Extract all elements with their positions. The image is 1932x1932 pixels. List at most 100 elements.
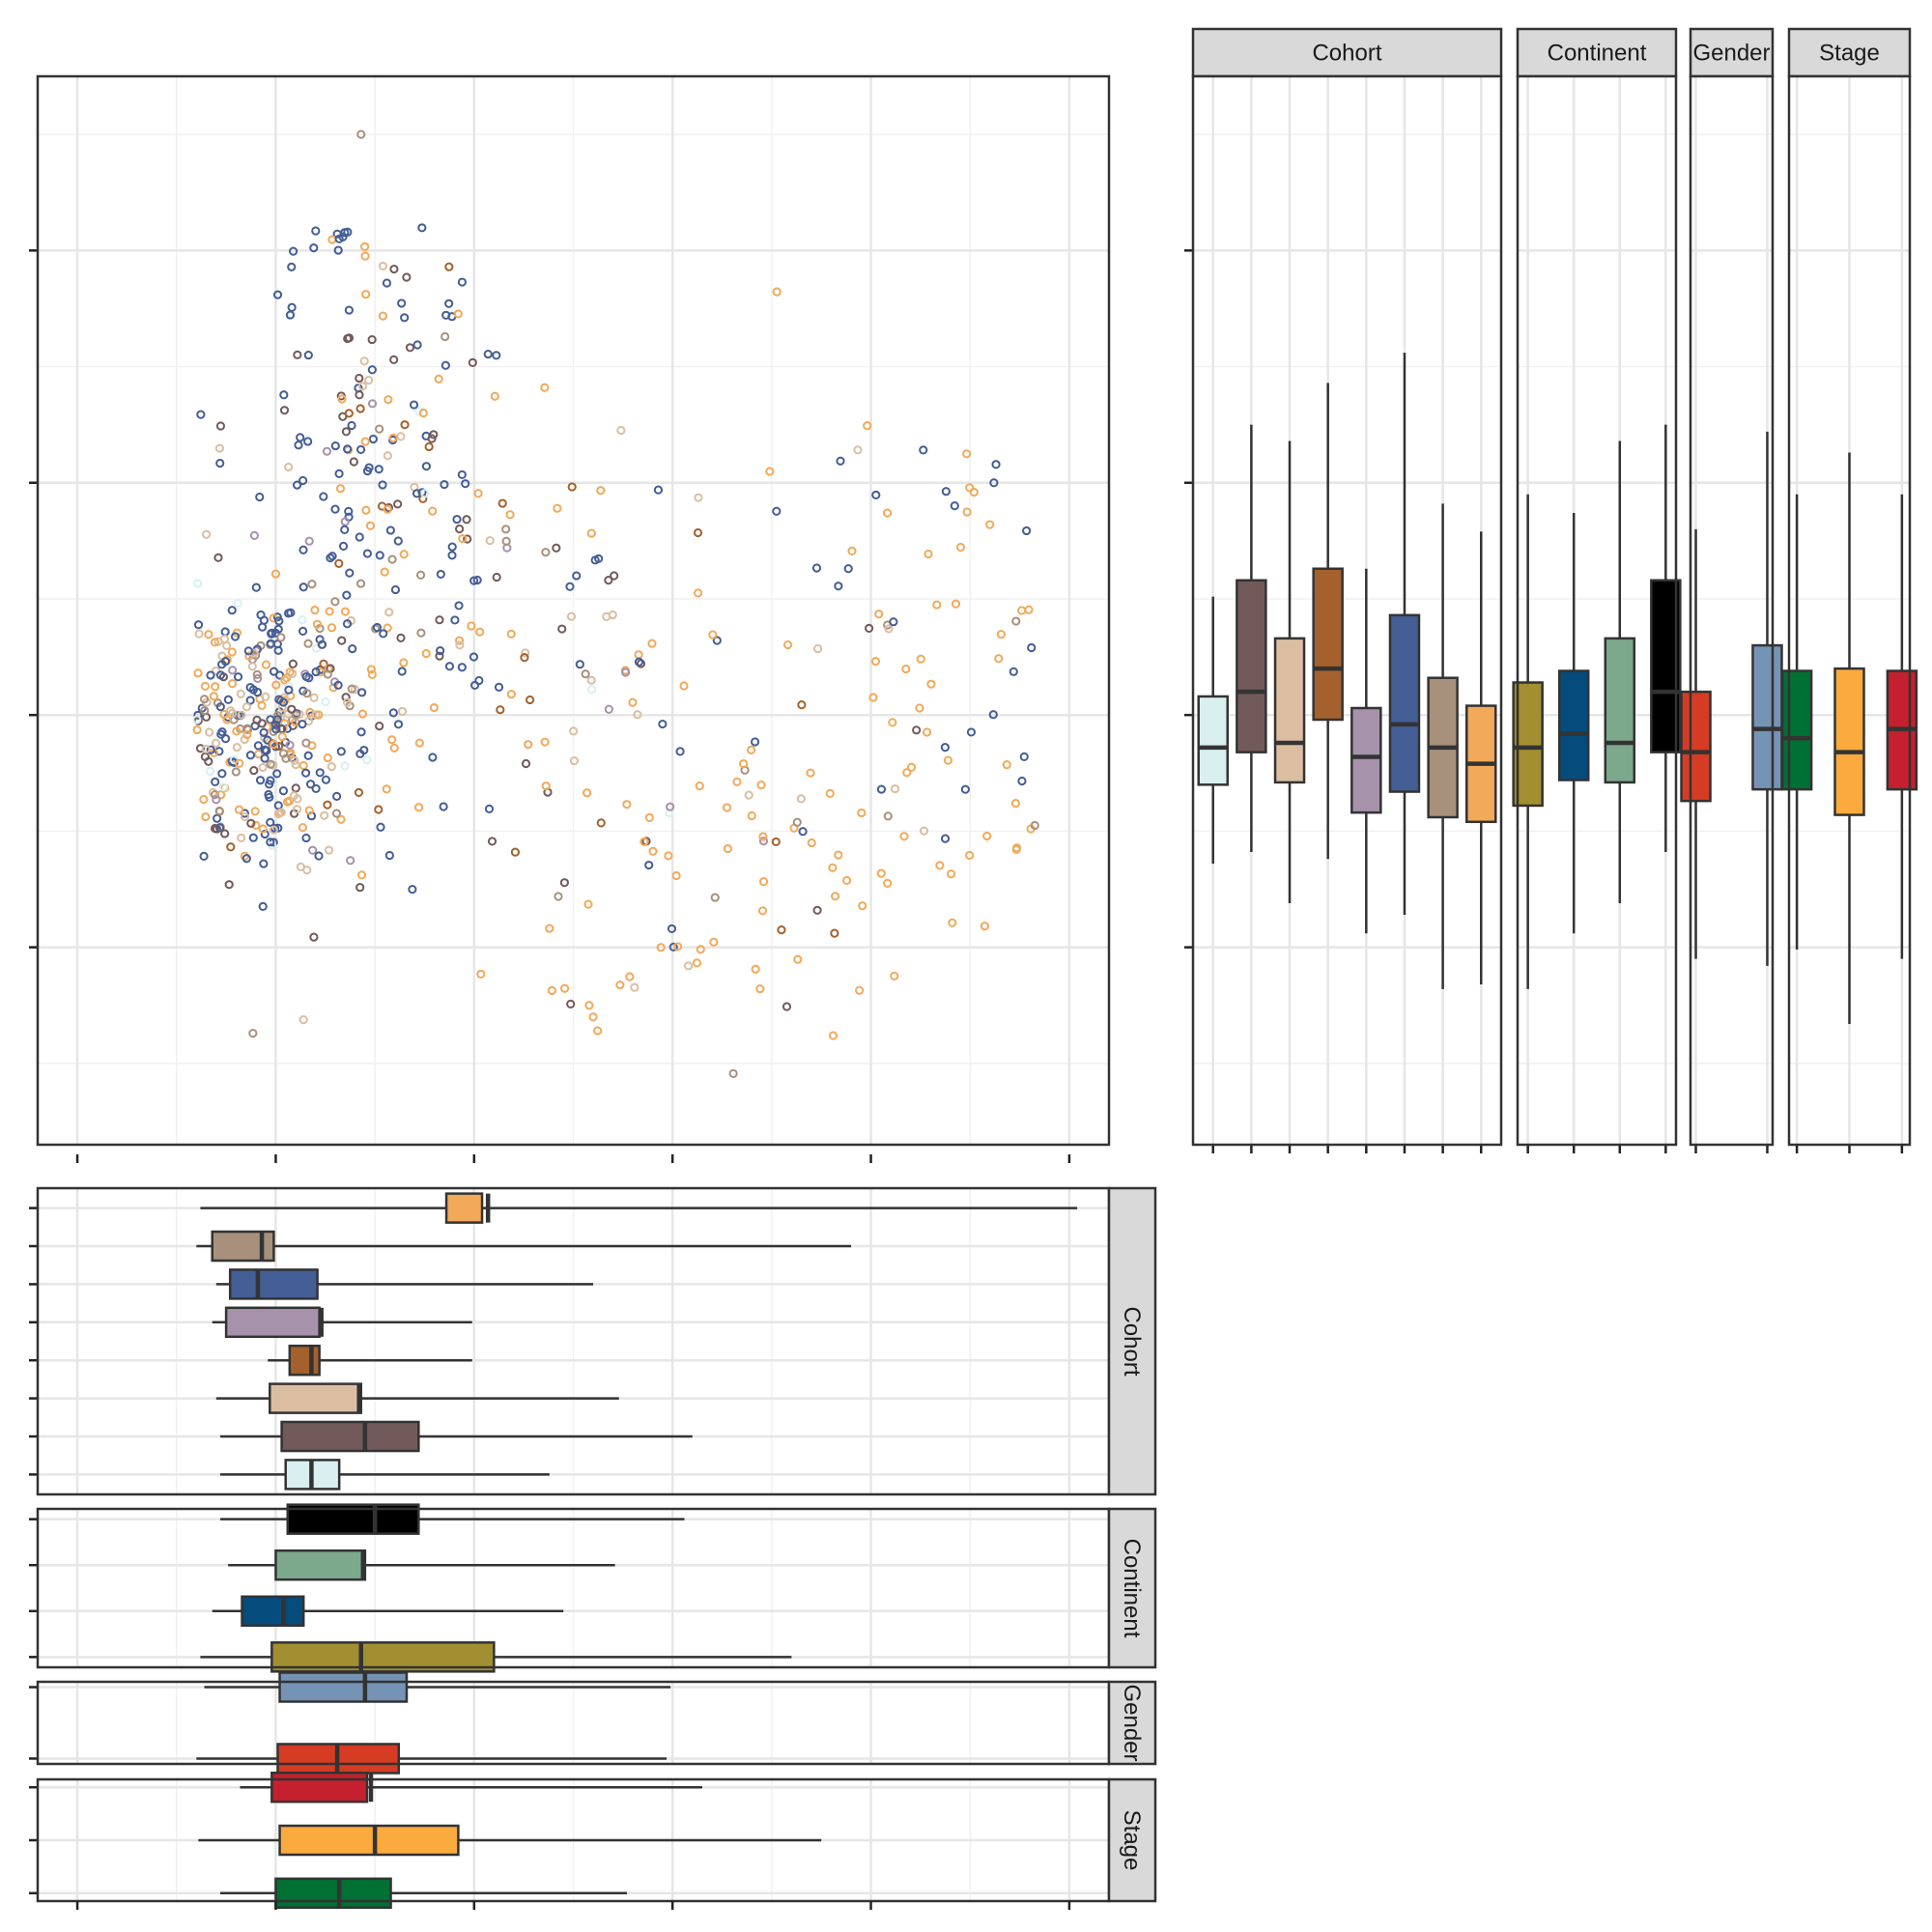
scatter-point — [912, 725, 922, 735]
scatter-point — [485, 536, 495, 546]
scatter-point — [314, 851, 324, 861]
scatter-point — [648, 846, 658, 856]
scatter-point — [982, 831, 992, 841]
scatter-point — [966, 727, 977, 737]
scatter-point — [951, 599, 961, 609]
boxplot-box — [278, 1824, 460, 1857]
scatter-point — [278, 749, 289, 758]
scatter-point — [882, 508, 893, 518]
scatter-point — [991, 460, 1001, 469]
scatter-point — [326, 554, 335, 563]
scatter-point — [213, 553, 223, 562]
scatter-point — [384, 395, 393, 405]
scatter-point — [594, 554, 604, 563]
facet-row-strip-stage — [1107, 1777, 1157, 1903]
scatter-point — [251, 582, 261, 592]
scatter-point — [969, 487, 979, 497]
scatter-point — [287, 704, 297, 714]
scatter-point — [388, 433, 398, 442]
scatter-point — [367, 334, 377, 345]
facet-row-title-stage: Stage — [1119, 1810, 1145, 1871]
scatter-point — [270, 569, 281, 579]
scatter-point — [256, 610, 266, 620]
scatter-point — [323, 800, 332, 810]
scatter-point — [205, 766, 215, 776]
scatter-point — [560, 983, 570, 993]
scatter-point — [248, 833, 258, 842]
scatter-point — [417, 223, 427, 233]
scatter-point — [756, 781, 766, 790]
scatter-point — [276, 633, 286, 642]
scatter-point — [616, 425, 626, 436]
scatter-point — [870, 657, 881, 667]
scatter-point — [375, 424, 384, 434]
scatter-point — [309, 243, 319, 253]
scatter-point — [285, 310, 296, 320]
scatter-point — [277, 731, 287, 742]
scatter-point — [334, 469, 344, 478]
scatter-point — [744, 790, 753, 800]
scatter-point — [298, 582, 308, 592]
facet-row-title-continent: Continent — [1119, 1539, 1145, 1638]
scatter-point — [201, 811, 211, 822]
scatter-point — [285, 740, 295, 750]
scatter-point — [389, 264, 399, 274]
scatter-point — [853, 445, 863, 455]
scatter-point — [382, 278, 392, 288]
facet-row-strip-continent — [1107, 1507, 1157, 1669]
scatter-point — [292, 805, 302, 814]
boxplot-box — [211, 1230, 275, 1263]
scatter-point — [249, 765, 259, 776]
scatter-point — [340, 525, 350, 534]
scatter-point — [393, 720, 404, 729]
scatter-point — [225, 706, 236, 716]
facet-strip-cohort — [1191, 27, 1503, 78]
scatter-point — [469, 576, 479, 585]
scatter-point — [414, 738, 424, 748]
scatter-point — [321, 696, 330, 707]
scatter-point — [441, 310, 451, 320]
scatter-point — [1019, 752, 1029, 761]
scatter-point — [323, 753, 332, 763]
scatter-point — [388, 708, 398, 718]
scatter-point — [271, 724, 281, 734]
boxplot-box — [1350, 706, 1382, 814]
scatter-point — [572, 571, 582, 581]
scatter-point — [593, 1026, 603, 1036]
scatter-point — [349, 457, 358, 467]
scatter-point — [639, 837, 649, 846]
scatter-point — [1017, 606, 1027, 615]
scatter-point — [288, 659, 298, 668]
scatter-point — [389, 355, 399, 364]
scatter-point — [234, 805, 244, 814]
boxplot-box — [1680, 690, 1712, 803]
scatter-point — [828, 1031, 838, 1040]
scatter-point — [424, 441, 434, 452]
scatter-point — [943, 755, 953, 765]
scatter-point — [541, 548, 551, 557]
scatter-point — [269, 739, 278, 750]
scatter-point — [1002, 760, 1011, 770]
scatter-point — [252, 715, 262, 724]
scatter-point — [250, 807, 260, 816]
scatter-point — [510, 847, 521, 857]
scatter-point — [723, 843, 733, 854]
scatter-point — [1011, 616, 1021, 626]
scatter-point — [436, 569, 445, 580]
scatter-point — [315, 768, 325, 778]
scatter-point — [457, 663, 467, 672]
scatter-point — [204, 727, 214, 737]
scatter-point — [399, 658, 409, 668]
boxplot-box — [444, 1192, 484, 1224]
scatter-point — [863, 421, 872, 431]
scatter-point — [505, 510, 515, 520]
scatter-point — [946, 869, 956, 879]
scatter-point — [383, 451, 392, 461]
facet-panel-border-stage — [1787, 74, 1912, 1147]
scatter-point — [269, 667, 279, 676]
scatter-point — [545, 923, 554, 933]
scatter-point — [586, 685, 597, 695]
scatter-point — [447, 542, 457, 552]
scatter-point — [452, 514, 462, 525]
scatter-point — [858, 901, 867, 911]
